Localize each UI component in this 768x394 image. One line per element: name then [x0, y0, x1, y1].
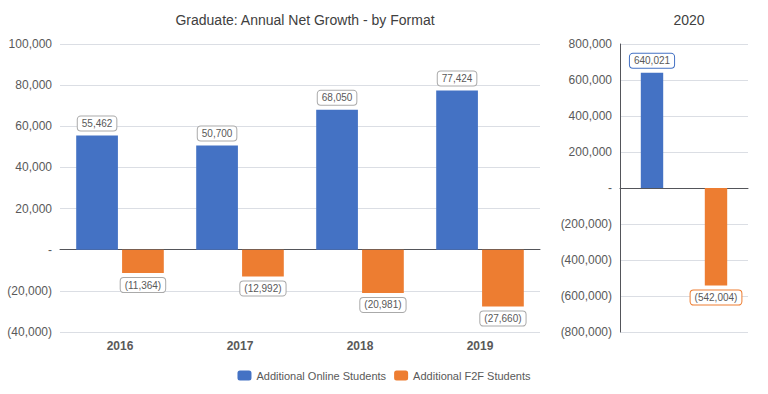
svg-text:80,000: 80,000 [15, 78, 52, 92]
svg-text:(800,000): (800,000) [561, 325, 612, 339]
svg-text:-: - [608, 181, 612, 195]
svg-text:55,462: 55,462 [82, 118, 113, 129]
svg-text:640,021: 640,021 [634, 55, 671, 66]
svg-text:(12,992): (12,992) [244, 283, 281, 294]
svg-text:100,000: 100,000 [9, 37, 53, 51]
svg-text:(20,981): (20,981) [364, 299, 401, 310]
svg-text:(400,000): (400,000) [561, 253, 612, 267]
svg-text:2020: 2020 [673, 12, 704, 28]
svg-text:68,050: 68,050 [322, 92, 353, 103]
svg-text:Additional F2F Students: Additional F2F Students [413, 370, 531, 382]
svg-text:(11,364): (11,364) [125, 280, 162, 291]
svg-text:50,700: 50,700 [202, 128, 233, 139]
svg-text:200,000: 200,000 [569, 145, 613, 159]
svg-text:400,000: 400,000 [569, 109, 613, 123]
svg-text:60,000: 60,000 [15, 119, 52, 133]
svg-text:(200,000): (200,000) [561, 217, 612, 231]
svg-text:20,000: 20,000 [15, 202, 52, 216]
svg-text:(600,000): (600,000) [561, 289, 612, 303]
svg-text:2019: 2019 [467, 339, 494, 353]
svg-text:(40,000): (40,000) [7, 325, 52, 339]
svg-text:2016: 2016 [107, 339, 134, 353]
svg-text:(542,004): (542,004) [695, 292, 738, 303]
svg-text:77,424: 77,424 [442, 73, 473, 84]
svg-text:(20,000): (20,000) [7, 284, 52, 298]
svg-text:-: - [48, 243, 52, 257]
svg-text:Additional Online Students: Additional Online Students [256, 370, 386, 382]
svg-text:Graduate: Annual Net Growth -: Graduate: Annual Net Growth - by Format [175, 12, 434, 28]
svg-text:600,000: 600,000 [569, 73, 613, 87]
svg-text:(27,660): (27,660) [484, 313, 521, 324]
svg-text:2017: 2017 [227, 339, 254, 353]
svg-text:2018: 2018 [347, 339, 374, 353]
svg-text:800,000: 800,000 [569, 37, 613, 51]
svg-text:40,000: 40,000 [15, 160, 52, 174]
